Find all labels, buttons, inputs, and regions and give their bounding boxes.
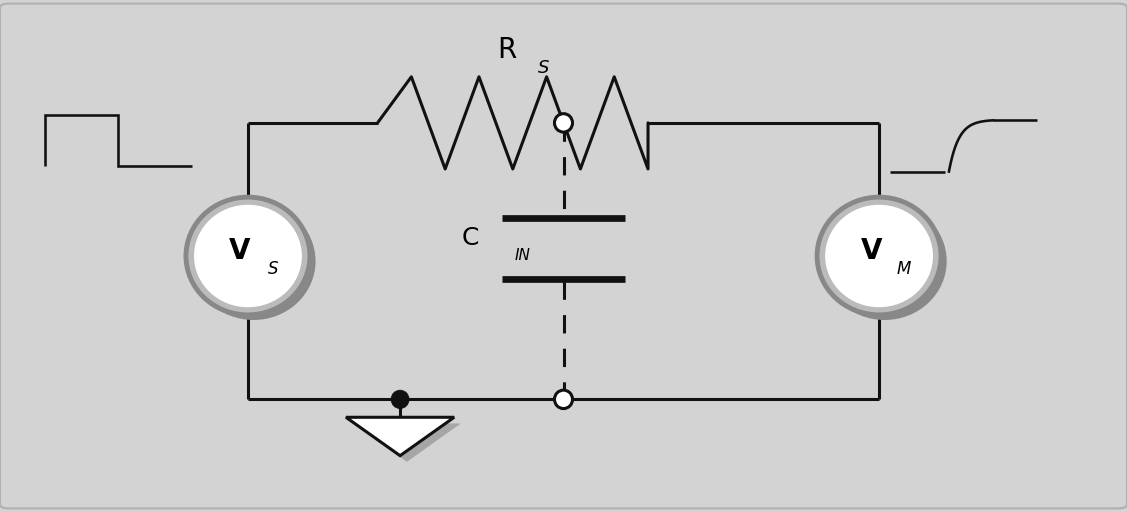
Text: S: S [538, 59, 549, 77]
Ellipse shape [391, 390, 409, 409]
Text: R: R [497, 36, 517, 64]
Ellipse shape [186, 197, 310, 315]
Ellipse shape [192, 202, 316, 320]
Ellipse shape [554, 114, 573, 132]
Polygon shape [353, 423, 461, 462]
Ellipse shape [554, 390, 573, 409]
Text: V: V [229, 237, 251, 265]
Ellipse shape [817, 197, 941, 315]
Text: C: C [462, 226, 479, 250]
Text: M: M [897, 260, 911, 278]
Text: S: S [267, 260, 278, 278]
Text: IN: IN [515, 248, 531, 264]
Ellipse shape [823, 202, 947, 320]
Text: V: V [860, 237, 882, 265]
Ellipse shape [825, 205, 933, 307]
Polygon shape [346, 417, 454, 456]
Ellipse shape [194, 205, 302, 307]
